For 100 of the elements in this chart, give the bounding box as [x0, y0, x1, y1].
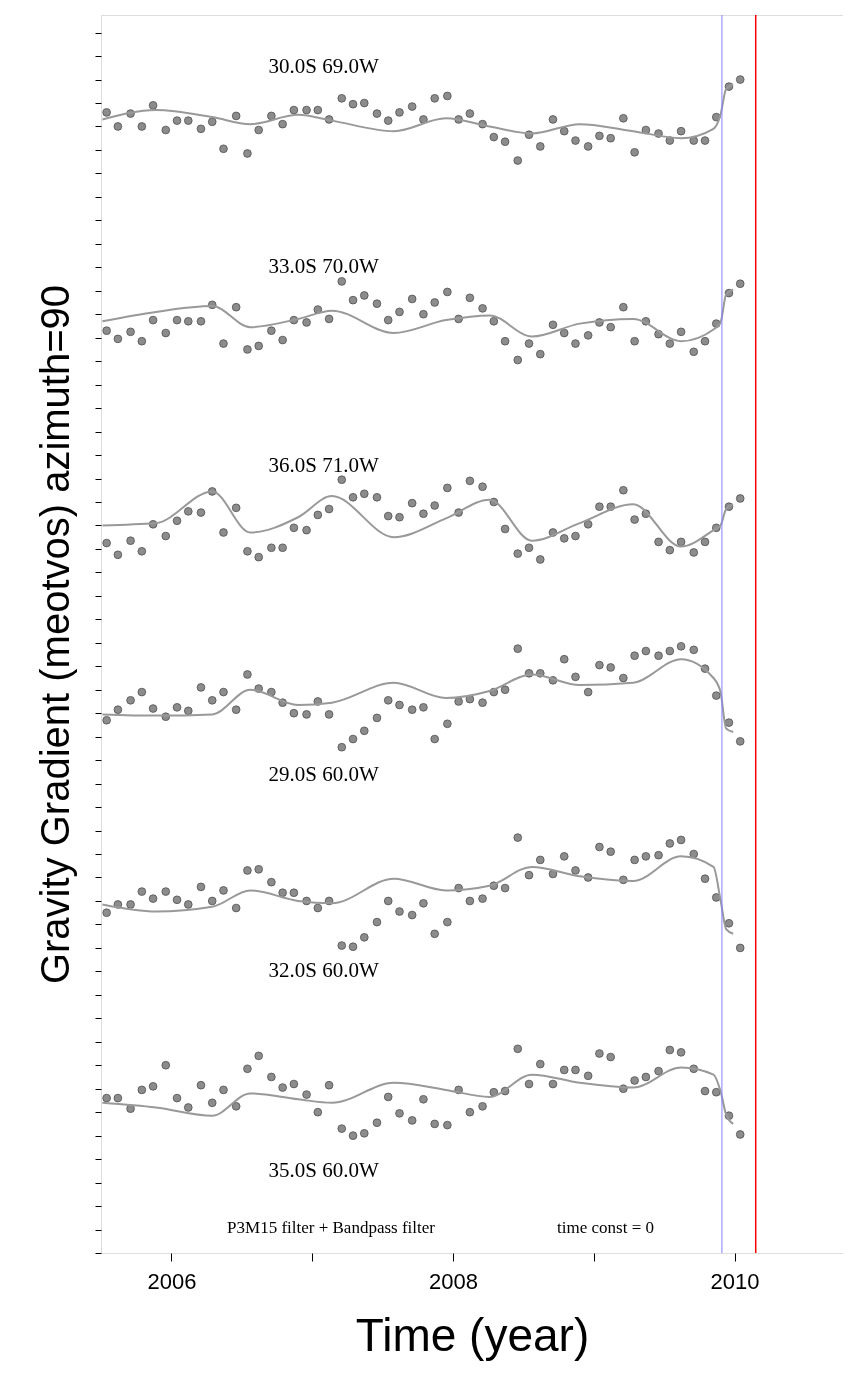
series-label: 30.0S 69.0W [268, 53, 379, 78]
point [278, 888, 287, 898]
point [465, 476, 475, 486]
point [137, 687, 147, 697]
point [559, 534, 569, 543]
x-axis-title: Time (year) [355, 1308, 590, 1361]
point [735, 1130, 745, 1139]
point [595, 842, 604, 852]
point [630, 651, 639, 660]
point [231, 705, 241, 714]
point [313, 903, 323, 913]
point [172, 703, 182, 712]
point [430, 734, 439, 744]
point [641, 852, 651, 861]
point [654, 651, 663, 660]
point [126, 327, 135, 337]
point [102, 908, 111, 917]
y-axis-title: Gravity Gradient (meotvos) azimuth=90 [33, 284, 77, 985]
point [148, 315, 158, 325]
point [196, 124, 206, 134]
point [231, 302, 241, 312]
point [207, 117, 217, 127]
point [137, 336, 147, 346]
point [513, 156, 523, 165]
point [524, 1079, 534, 1089]
point [372, 493, 382, 502]
point [113, 705, 123, 714]
point [137, 122, 147, 131]
point [337, 742, 347, 752]
point [619, 485, 628, 495]
point [113, 122, 123, 131]
point [500, 336, 510, 346]
point [102, 326, 111, 335]
point [267, 111, 276, 121]
point [372, 109, 382, 118]
point [654, 850, 663, 860]
point [302, 105, 311, 115]
point [443, 287, 452, 297]
point [360, 489, 369, 499]
point [583, 520, 593, 529]
point [231, 903, 241, 913]
point [243, 345, 252, 354]
point [278, 335, 287, 345]
point [595, 502, 604, 511]
point [641, 1072, 651, 1082]
point [383, 511, 393, 521]
point [419, 899, 428, 908]
point [465, 293, 475, 303]
point [196, 317, 206, 326]
point [196, 508, 206, 517]
point [360, 726, 369, 736]
point [513, 549, 523, 558]
point [254, 552, 263, 562]
point [302, 525, 311, 535]
series-label: 29.0S 60.0W [268, 761, 379, 786]
point [324, 1080, 334, 1090]
point [313, 1107, 323, 1117]
point [430, 298, 439, 307]
point [443, 1120, 452, 1130]
point [700, 874, 710, 883]
point [243, 547, 252, 556]
point [559, 654, 569, 664]
point [571, 136, 580, 145]
point [548, 115, 558, 124]
point [665, 339, 675, 348]
point [559, 1065, 569, 1075]
annotation: time const = 0 [557, 1218, 655, 1238]
point [630, 336, 639, 346]
point [126, 1104, 135, 1113]
point [184, 706, 193, 716]
point [559, 852, 569, 861]
point [113, 550, 123, 560]
point [348, 942, 358, 951]
point [289, 523, 299, 533]
point [267, 877, 276, 887]
point [196, 683, 206, 692]
annotation: P3M15 filter + Bandpass filter [227, 1218, 436, 1238]
point [267, 1072, 276, 1082]
point [102, 715, 111, 725]
point [500, 883, 510, 893]
point [465, 896, 475, 906]
point [383, 896, 393, 906]
point [724, 718, 734, 727]
point [689, 849, 699, 859]
point [700, 336, 710, 346]
point [372, 1118, 382, 1128]
point [172, 895, 182, 905]
point [712, 893, 721, 902]
point [337, 941, 347, 950]
point [348, 99, 358, 109]
point [735, 494, 745, 503]
point [407, 705, 417, 714]
point [571, 531, 580, 541]
point [419, 703, 428, 712]
point [254, 1051, 263, 1061]
point [102, 538, 111, 548]
point [536, 855, 545, 865]
point [196, 1080, 206, 1090]
point [289, 105, 299, 115]
point [289, 708, 299, 718]
